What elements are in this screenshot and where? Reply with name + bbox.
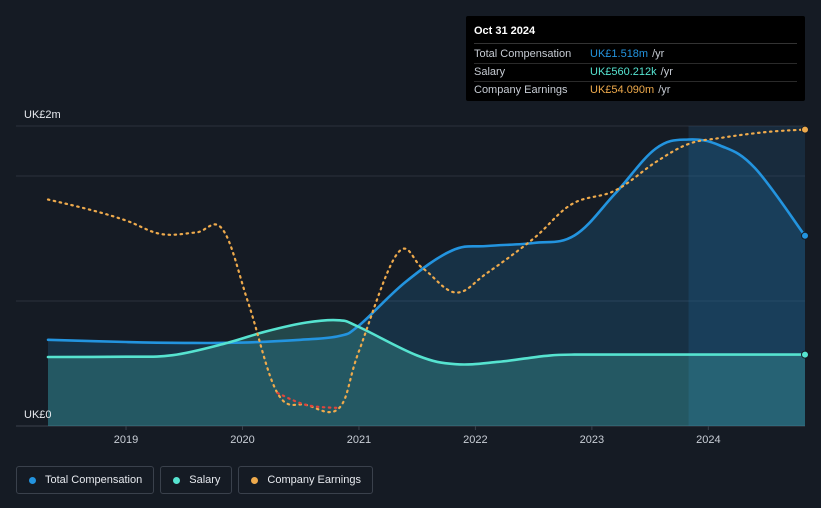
chart-legend: Total Compensation Salary Company Earnin… (16, 466, 373, 494)
y-axis-max-label: UK£2m (24, 109, 61, 121)
y-axis-min-label: UK£0 (24, 409, 52, 421)
legend-label: Salary (189, 474, 221, 486)
company-earnings-endpoint (801, 125, 809, 134)
legend-dot-icon (251, 476, 259, 484)
tooltip-row-unit: /yr (658, 84, 671, 96)
tooltip-row-name: Total Compensation (474, 48, 572, 60)
salary-area (48, 319, 805, 426)
series-areas (48, 139, 805, 426)
tooltip-date: Oct 31 2024 (474, 24, 797, 44)
salary-endpoint (801, 350, 809, 359)
legend-dot-icon (29, 476, 36, 484)
grid-lines (16, 125, 805, 427)
series-lines (46, 128, 807, 414)
tooltip-row-company-earnings: Company Earnings UK£54.090m /yr (474, 82, 797, 99)
legend-label: Company Earnings (267, 474, 361, 486)
tooltip-row-name: Salary (474, 66, 506, 78)
legend-total-compensation[interactable]: Total Compensation (16, 466, 155, 494)
total-compensation-endpoint (801, 231, 809, 240)
total-compensation-line (46, 138, 807, 345)
x-tick-label: 2023 (580, 434, 604, 446)
x-tick-label: 2020 (230, 434, 254, 446)
tooltip-row-unit: /yr (660, 66, 673, 78)
x-tick-label: 2022 (463, 434, 487, 446)
x-tick-label: 2021 (347, 434, 371, 446)
company-earnings-line (46, 128, 807, 414)
tooltip-row-value: UK£1.518m (590, 48, 649, 60)
x-tick-label: 2019 (114, 434, 138, 446)
recent-period-shade (688, 126, 805, 426)
x-axis-ticks: 2019 2020 2021 2022 2023 2024 (114, 426, 721, 446)
legend-salary[interactable]: Salary (160, 466, 233, 494)
salary-line (46, 318, 807, 366)
legend-company-earnings[interactable]: Company Earnings (238, 466, 373, 494)
tooltip-row-salary: Salary UK£560.212k /yr (474, 64, 797, 82)
x-tick-label: 2024 (696, 434, 720, 446)
tooltip-row-unit: /yr (652, 48, 665, 60)
tooltip-row-name: Company Earnings (474, 84, 568, 96)
legend-label: Total Compensation (45, 474, 143, 486)
tooltip-row-total-compensation: Total Compensation UK£1.518m /yr (474, 46, 797, 64)
series-endpoints (801, 125, 809, 359)
legend-dot-icon (173, 476, 181, 484)
tooltip-row-value: UK£54.090m (590, 84, 655, 96)
company-earnings-negative-line (276, 391, 341, 410)
tooltip-row-value: UK£560.212k (590, 66, 657, 78)
hover-tooltip: Oct 31 2024 Total Compensation UK£1.518m… (466, 16, 805, 101)
